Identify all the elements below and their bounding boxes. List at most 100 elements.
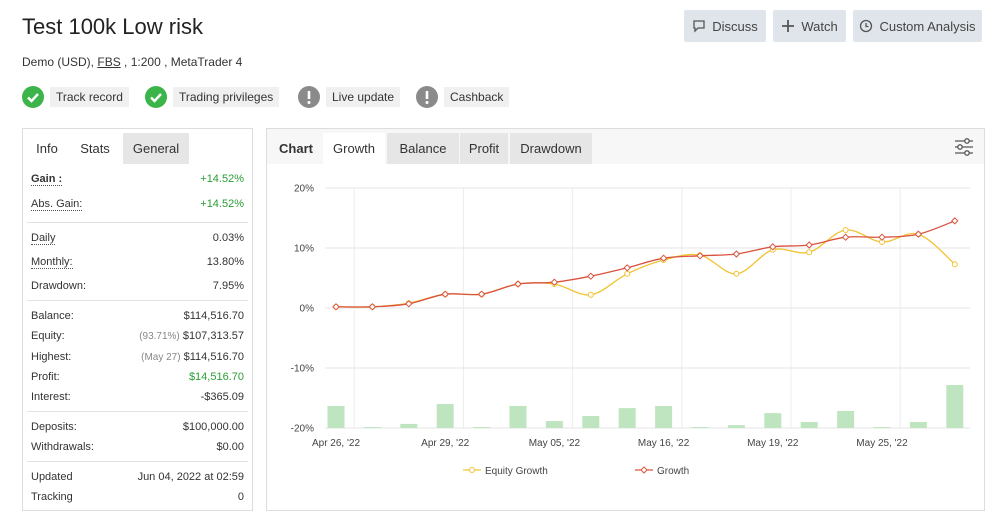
point — [514, 280, 522, 288]
point — [805, 241, 813, 249]
action-button[interactable]: Watch — [773, 10, 846, 42]
stat-value: $14,516.70 — [189, 371, 244, 383]
stat-value: (May 27) $114,516.70 — [141, 351, 244, 363]
check-icon — [22, 86, 44, 108]
button-label: Discuss — [712, 18, 758, 34]
stat-label: Balance: — [31, 310, 74, 322]
separator — [27, 300, 248, 301]
stat-label: Gain : — [31, 173, 63, 186]
action-button[interactable]: Discuss — [684, 10, 766, 42]
stat-number: $114,516.70 — [183, 310, 244, 322]
status-badge: Live update — [298, 86, 401, 108]
badge-icon — [22, 86, 44, 108]
stat-label: Highest: — [31, 350, 72, 363]
tab[interactable]: General — [123, 133, 189, 164]
point — [550, 278, 559, 286]
icon — [693, 20, 705, 33]
bar — [473, 427, 491, 428]
y-tick-label: 10% — [294, 244, 314, 255]
separator — [27, 461, 248, 462]
account-info: Demo (USD), FBS , 1:200 , MetaTrader 4 — [22, 55, 242, 69]
point — [841, 233, 850, 241]
badge-icon — [416, 86, 438, 108]
tab: Chart — [279, 141, 313, 156]
point — [732, 250, 741, 258]
stat-label: Interest: — [31, 391, 71, 404]
legend-label: Equity Growth — [485, 466, 548, 477]
point — [332, 303, 340, 311]
icon — [955, 138, 973, 156]
tab[interactable]: Stats — [69, 133, 121, 164]
bar — [509, 405, 527, 428]
tab-bar: Info Stats General — [23, 129, 252, 164]
action-button[interactable]: Custom Analysis — [853, 10, 982, 42]
status-badge: Trading privileges — [145, 86, 280, 108]
warning-icon — [416, 86, 438, 108]
bar — [873, 427, 891, 428]
badge-icon — [298, 86, 320, 108]
x-tick-label: May 25, '22 — [856, 438, 908, 449]
stat-number: +14.52% — [200, 173, 244, 185]
stat-note: (May 27) — [141, 351, 181, 363]
separator — [27, 222, 248, 223]
stat-number: 7.95% — [212, 280, 244, 292]
stats-panel: Info Stats General Gain : +14.52% Abs. Gain: +… — [22, 128, 253, 511]
stat-label: Daily — [31, 232, 56, 245]
tab[interactable]: Growth — [323, 133, 385, 164]
stat-label: Deposits: — [31, 421, 77, 433]
stat-number: $0.00 — [216, 441, 244, 453]
badge-icon — [145, 86, 167, 108]
tab[interactable]: Balance — [387, 133, 459, 164]
point — [878, 233, 886, 241]
stat-label: Abs. Gain: — [31, 198, 83, 211]
stat-value: 7.95% — [213, 280, 244, 292]
y-tick-label: -10% — [291, 364, 314, 375]
badge-label: Track record — [50, 87, 129, 107]
warning-icon — [298, 86, 320, 108]
bar — [363, 427, 381, 428]
x-tick-label: May 05, '22 — [529, 438, 581, 449]
icon — [782, 20, 795, 32]
button-icon — [859, 19, 873, 33]
legend-marker — [640, 466, 648, 474]
point — [659, 254, 668, 262]
y-tick-label: 20% — [294, 184, 314, 195]
broker-link[interactable]: FBS — [97, 55, 121, 69]
stat-value: $114,516.70 — [184, 310, 244, 322]
y-tick-label: -20% — [291, 424, 314, 435]
tab[interactable]: Drawdown — [510, 133, 592, 164]
stat-label: Updated — [31, 471, 73, 483]
legend-marker — [469, 467, 475, 473]
stat-value: 0 — [238, 491, 244, 503]
stat-value: -$365.09 — [201, 391, 244, 403]
bar — [691, 427, 709, 428]
bar — [727, 425, 745, 428]
bar — [800, 422, 818, 428]
legend-label: Growth — [657, 466, 689, 477]
badge-label: Live update — [326, 87, 401, 107]
settings-icon[interactable] — [954, 137, 974, 162]
stat-label: Tracking — [31, 491, 73, 503]
point — [624, 270, 631, 277]
bar — [400, 423, 418, 428]
x-tick-label: Apr 26, '22 — [312, 438, 360, 449]
tab[interactable]: Profit — [460, 133, 508, 164]
button-label: Watch — [801, 18, 838, 34]
bar — [618, 408, 636, 428]
bar — [909, 422, 927, 428]
tab[interactable]: Info — [27, 133, 67, 164]
badge-label: Cashback — [444, 87, 510, 107]
bar — [436, 404, 454, 428]
point — [914, 230, 923, 238]
bar — [545, 421, 563, 428]
point — [769, 243, 777, 251]
tab-bar: Chart Growth Balance Profit Drawdown — [267, 129, 984, 164]
x-tick-label: May 16, '22 — [638, 438, 690, 449]
separator — [27, 411, 248, 412]
stat-value: Jun 04, 2022 at 02:59 — [138, 471, 244, 483]
chart: Apr 26, '22 Apr 29, '22 May 05, '22 May 16,… — [291, 184, 970, 477]
point — [733, 270, 740, 277]
stat-number: +14.52% — [200, 198, 244, 210]
stat-label: Drawdown: — [31, 280, 87, 292]
